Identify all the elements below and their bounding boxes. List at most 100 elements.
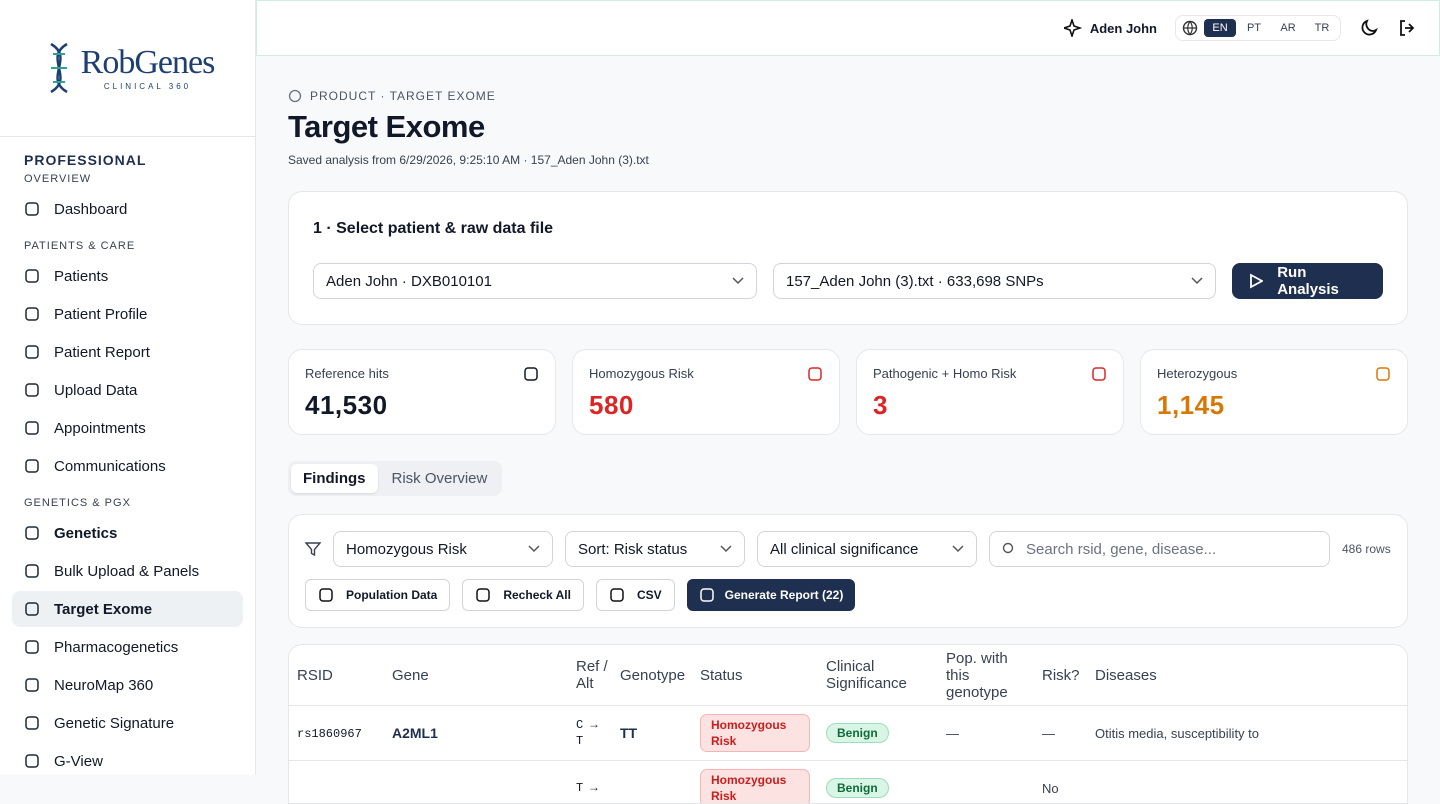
file-select[interactable]: 157_Aden John (3).txt · 633,698 SNPs [773,263,1216,299]
column-header: Status [700,666,743,684]
row-count: 486 rows [1342,542,1391,556]
sort-select[interactable]: Sort: Risk status [565,531,745,567]
nav-item[interactable]: Patient Profile [0,295,243,333]
nav-item[interactable]: NeuroMap 360 [0,666,243,704]
column-header: Genotype [620,666,686,684]
nav-item[interactable]: Appointments [0,409,243,447]
stat-header: Heterozygous [1157,366,1391,382]
stat-card: Heterozygous 1,145 [1140,349,1408,435]
nav-item[interactable]: Genetics [0,514,243,552]
nav-group-label: GENETICS & PGX [24,497,131,509]
action-button[interactable]: Generate Report (22) [686,579,856,611]
cell-text: — [946,725,959,741]
file-value: 157_Aden John (3).txt · 633,698 SNPs [786,272,1044,290]
status-filter-value: Homozygous Risk [346,540,467,558]
column-header: RSID [297,666,333,684]
action-label: Population Data [346,588,438,602]
tab[interactable]: Risk Overview [391,470,488,487]
nav-label: Upload Data [54,381,138,399]
breadcrumb: PRODUCT · TARGET EXOME [288,89,1408,103]
logout-button[interactable] [1397,18,1417,38]
nav-label: Patient Report [54,343,150,361]
stats: Reference hits 41,530 Homozygous Risk 580 Pa… [288,349,1408,435]
stat-header: Homozygous Risk [589,366,823,382]
column-header: Ref / Alt [576,658,608,692]
main: PRODUCT · TARGET EXOME Target Exome Save… [288,56,1408,804]
user[interactable]: Aden John [1063,19,1157,37]
action-button[interactable]: Population Data [305,579,451,611]
significance-filter[interactable]: All clinical significance [757,531,977,567]
run-label: Run Analysis [1277,264,1339,298]
action-button[interactable]: CSV [595,579,675,611]
selection-card: 1 · Select patient & raw data file Aden … [288,191,1408,325]
table-cell: Homozygous Risk [692,714,818,752]
icon [25,421,39,435]
nav-item[interactable]: Genetic Signature [0,704,243,742]
table-cell: C → T [568,717,612,749]
nav-item[interactable]: G-View [0,742,243,775]
icon [319,588,333,602]
page-title: Target Exome [288,109,485,144]
patient-select[interactable]: Aden John · DXB010101 [313,263,757,299]
sidebar: RobGenes CLINICAL 360 PROFESSIONAL OVERVI… [0,0,256,775]
patient-value: Aden John · DXB010101 [326,272,492,290]
icon [25,269,39,283]
column-header: Diseases [1095,666,1157,684]
cell-text: No [1042,780,1059,796]
logo-helix [49,42,68,94]
language-switcher: EN PT AR TR [1175,15,1341,41]
language-option[interactable]: EN [1204,19,1236,37]
significance-pill: Benign [826,723,889,743]
tabs: Findings Risk Overview [288,461,503,496]
icon [25,307,39,321]
icon [25,754,39,768]
column-header: Gene [392,666,429,684]
nav-group-label: OVERVIEW [24,173,92,185]
run-button[interactable]: Run Analysis [1232,263,1383,299]
nav-label: Pharmacogenetics [54,638,179,656]
status-filter[interactable]: Homozygous Risk [333,531,553,567]
stat-label: Homozygous Risk [589,366,694,381]
icon [25,716,39,730]
ref-alt: T → [576,781,598,795]
table-cell: — [938,726,1034,741]
search-box[interactable]: Search rsid, gene, disease... [989,531,1330,567]
column-header: Pop. with this genotype [946,649,1008,701]
table-header: RSID Gene Ref / Alt Genotype Status Clinical … [289,645,1407,706]
action-label: Generate Report (22) [724,588,844,602]
nav-label: Genetics [54,524,118,542]
search-icon [1002,542,1014,554]
action-button[interactable]: Recheck All [462,579,584,611]
icon [25,602,39,616]
stat-value: 1,145 [1157,390,1225,420]
nav-item[interactable]: Target Exome [12,591,243,627]
nav-item[interactable]: Bulk Upload & Panels [0,552,243,590]
icon [1092,367,1106,381]
icon [25,526,39,540]
table-cell: Benign [818,778,938,798]
theme-toggle[interactable] [1359,18,1379,38]
section-label: PROFESSIONAL [24,152,147,168]
nav-item[interactable]: Patients [0,257,243,295]
nav-item[interactable]: Pharmacogenetics [0,628,243,666]
tab[interactable]: Findings [291,464,378,493]
sparkle-icon [1063,19,1082,37]
action-label: CSV [636,588,662,602]
cell-text: — [1042,725,1055,741]
nav-item[interactable]: Patient Report [0,333,243,371]
nav-label: Target Exome [54,600,153,618]
nav-item[interactable]: Dashboard [0,190,243,228]
language-option[interactable]: TR [1314,22,1330,34]
breadcrumb-text: PRODUCT · TARGET EXOME [310,89,496,103]
language-option[interactable]: AR [1280,22,1296,34]
search-placeholder: Search rsid, gene, disease... [1026,540,1217,558]
nav-item[interactable]: Upload Data [0,371,243,409]
stat-header: Reference hits [305,366,539,382]
icon [610,588,624,602]
nav-item[interactable]: Communications [0,447,243,485]
cell-text: TT [620,725,638,741]
logo-name: RobGenes [80,43,216,81]
action-label: Recheck All [503,588,571,602]
icon [476,588,491,602]
language-option[interactable]: PT [1246,22,1262,34]
